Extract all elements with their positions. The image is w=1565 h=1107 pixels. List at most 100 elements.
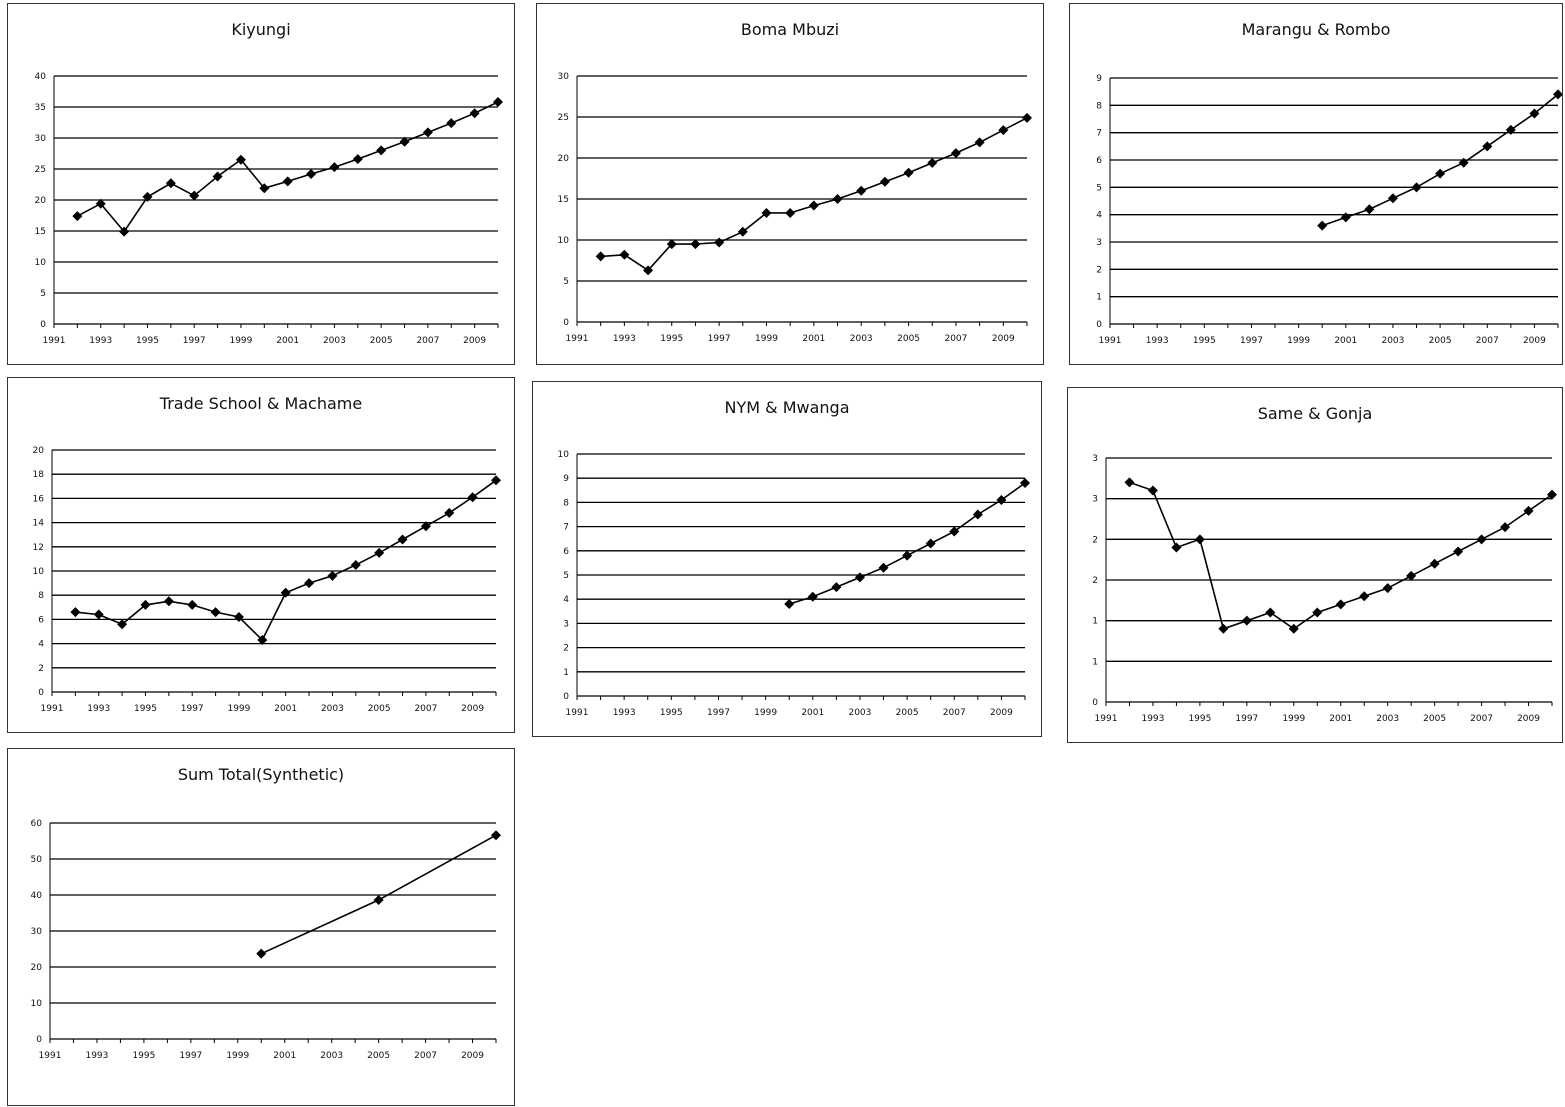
x-tick-label: 2001: [801, 708, 824, 718]
data-point: [70, 607, 81, 618]
data-point: [1529, 108, 1540, 119]
x-tick-label: 1993: [89, 336, 112, 346]
x-tick-label: 1991: [43, 336, 66, 346]
data-point: [1505, 124, 1516, 135]
data-point: [280, 587, 291, 598]
x-tick-label: 1999: [1287, 336, 1310, 346]
chart-title: Kiyungi: [231, 20, 290, 39]
data-point: [93, 609, 104, 620]
y-tick-label: 1: [1096, 293, 1102, 303]
y-tick-label: 5: [563, 277, 569, 287]
y-tick-label: 8: [1096, 101, 1102, 111]
x-tick-label: 1993: [1141, 714, 1164, 724]
x-tick-label: 1999: [226, 1051, 249, 1061]
data-point: [1340, 212, 1351, 223]
x-tick-label: 1991: [566, 708, 589, 718]
data-point: [808, 200, 819, 211]
data-point: [1406, 570, 1417, 581]
data-point: [1147, 485, 1158, 496]
data-point: [422, 127, 433, 138]
x-tick-label: 1997: [1235, 714, 1258, 724]
x-tick-label: 2007: [943, 708, 966, 718]
y-tick-label: 7: [563, 523, 569, 533]
x-tick-label: 2001: [276, 336, 299, 346]
data-point: [1411, 182, 1422, 193]
data-point: [831, 582, 842, 593]
y-tick-label: 2: [38, 664, 44, 674]
x-tick-label: 2009: [992, 334, 1015, 344]
data-point: [856, 185, 867, 196]
x-tick-label: 1991: [1099, 336, 1122, 346]
chart-panel-same-gonja: Same & Gonja 0 1 1 2 2 3 3 1991 1993 1995 1997 1999 2…: [1067, 387, 1563, 743]
x-tick-label: 2009: [1517, 714, 1540, 724]
x-tick-label: 1997: [707, 708, 730, 718]
x-tick-label: 2007: [414, 704, 437, 714]
data-point: [996, 494, 1007, 505]
chart-svg-trade-school-machame: Trade School & Machame 0 2 4 6 8 10 12 14 16 18 20 1…: [33, 394, 501, 714]
data-point: [210, 607, 221, 618]
data-point: [350, 559, 361, 570]
x-tick-label: 2007: [416, 336, 439, 346]
data-point: [212, 171, 223, 182]
chart-svg-kiyungi: Kiyungi 0 5 10 15 20 25 30 35 40 1991 1993 1995 1997 1…: [35, 20, 503, 346]
y-tick-label: 20: [33, 446, 45, 456]
x-tick-label: 1991: [1095, 714, 1118, 724]
x-tick-label: 2007: [414, 1051, 437, 1061]
data-point: [666, 239, 677, 250]
data-point: [469, 108, 480, 119]
data-point: [903, 167, 914, 178]
x-tick-label: 1993: [85, 1051, 108, 1061]
x-tick-label: 2005: [367, 1051, 390, 1061]
chart-title: NYM & Mwanga: [725, 398, 850, 417]
y-tick-label: 5: [40, 289, 46, 299]
data-point: [1382, 583, 1393, 594]
data-point: [117, 619, 128, 630]
data-point: [373, 895, 384, 906]
x-tick-label: 2007: [1476, 336, 1499, 346]
y-tick-label: 15: [558, 195, 569, 205]
y-tick-label: 25: [558, 113, 569, 123]
y-tick-label: 9: [1096, 74, 1102, 84]
data-point: [714, 237, 725, 248]
x-tick-label: 2009: [463, 336, 486, 346]
data-point: [1476, 534, 1487, 545]
y-tick-label: 4: [38, 640, 44, 650]
chart-title: Sum Total(Synthetic): [178, 765, 344, 784]
data-point: [140, 599, 151, 610]
data-point: [1435, 168, 1446, 179]
x-tick-label: 2003: [320, 1051, 343, 1061]
x-tick-label: 1999: [1282, 714, 1305, 724]
chart-svg-boma-mbuzi: Boma Mbuzi 0 5 10 15 20 25 30 1991 1993 1995 1997 19…: [558, 20, 1032, 344]
y-tick-label: 0: [40, 320, 46, 330]
data-point: [974, 137, 985, 148]
data-point: [878, 562, 889, 573]
data-point: [784, 599, 795, 610]
chart-title: Trade School & Machame: [159, 394, 362, 413]
x-tick-label: 2005: [1429, 336, 1452, 346]
y-tick-label: 5: [1096, 183, 1102, 193]
data-point: [467, 492, 478, 503]
x-tick-label: 2001: [274, 704, 297, 714]
x-tick-label: 2003: [850, 334, 873, 344]
data-point: [329, 162, 340, 173]
data-point: [142, 191, 153, 202]
y-tick-label: 6: [563, 547, 569, 557]
x-tick-label: 1995: [660, 334, 683, 344]
x-tick-label: 1995: [1188, 714, 1211, 724]
data-point: [879, 176, 890, 187]
data-point: [998, 125, 1009, 136]
y-tick-label: 10: [33, 567, 45, 577]
x-tick-label: 1997: [708, 334, 731, 344]
y-tick-label: 1: [1092, 657, 1098, 667]
y-tick-label: 3: [1092, 495, 1098, 505]
y-tick-label: 2: [1092, 535, 1098, 545]
data-point: [1312, 607, 1323, 618]
data-point: [1547, 489, 1557, 500]
y-tick-label: 10: [31, 999, 43, 1009]
y-tick-label: 0: [1096, 320, 1102, 330]
data-point: [1335, 599, 1346, 610]
x-tick-label: 2009: [990, 708, 1013, 718]
data-point: [444, 507, 455, 518]
x-tick-label: 2003: [321, 704, 344, 714]
y-tick-label: 30: [558, 72, 570, 82]
